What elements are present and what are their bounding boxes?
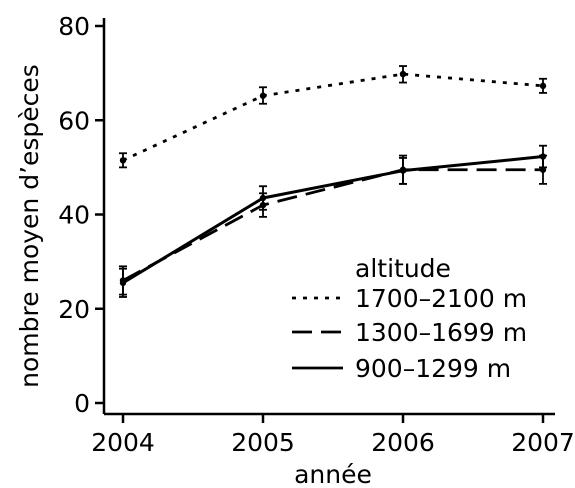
data-point bbox=[539, 82, 547, 90]
series-line bbox=[122, 155, 544, 285]
series-1 bbox=[119, 65, 547, 169]
data-point bbox=[399, 167, 407, 174]
y-tick-label: 60 bbox=[58, 106, 90, 135]
legend-label: 1700–2100 m bbox=[355, 284, 527, 313]
series-line bbox=[122, 72, 544, 162]
series-line bbox=[122, 168, 543, 282]
data-point bbox=[119, 279, 127, 287]
legend-title: altitude bbox=[355, 254, 451, 283]
y-axis-title: nombre moyen d’espèces bbox=[15, 64, 44, 388]
y-tick-label: 80 bbox=[58, 12, 90, 41]
x-tick-label: 2004 bbox=[91, 428, 155, 457]
y-tick-label: 0 bbox=[74, 389, 90, 418]
data-point bbox=[259, 194, 267, 202]
series-layer bbox=[119, 65, 547, 298]
data-point bbox=[259, 92, 267, 99]
series-3 bbox=[119, 144, 547, 298]
x-axis-title: année bbox=[294, 460, 372, 488]
data-point bbox=[539, 153, 547, 160]
legend-label: 1300–1699 m bbox=[355, 318, 527, 347]
legend: altitude 1700–2100 m 1300–1699 m 900–1299 … bbox=[292, 254, 527, 383]
data-point bbox=[399, 70, 407, 78]
x-tick-label: 2006 bbox=[371, 428, 435, 457]
y-ticks: 0 20 40 60 80 bbox=[58, 12, 104, 418]
series-2 bbox=[119, 154, 547, 296]
x-ticks: 2004 2005 2006 2007 bbox=[91, 414, 575, 457]
axes bbox=[102, 18, 555, 416]
x-tick-label: 2007 bbox=[511, 428, 575, 457]
x-tick-label: 2005 bbox=[231, 428, 295, 457]
y-tick-label: 40 bbox=[58, 201, 90, 230]
y-tick-label: 20 bbox=[58, 295, 90, 324]
legend-items: 1700–2100 m 1300–1699 m 900–1299 m bbox=[292, 284, 527, 383]
data-point bbox=[119, 157, 127, 164]
legend-label: 900–1299 m bbox=[355, 354, 511, 383]
